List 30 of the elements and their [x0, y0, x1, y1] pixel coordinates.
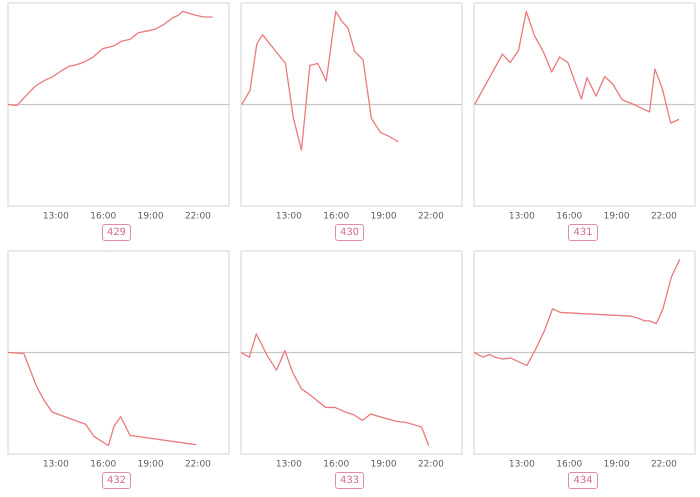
x-tick-label: 22:00: [418, 212, 444, 222]
text: 430: [334, 224, 364, 241]
x-tick-label: 13:00: [276, 212, 302, 222]
text: 434: [568, 472, 598, 489]
x-tick-label: 19:00: [604, 212, 630, 222]
x-tick-label: 13:00: [276, 460, 302, 470]
x-tick-label: 16:00: [556, 460, 582, 470]
x-tick-label: 19:00: [370, 212, 397, 222]
x-tick-label: 13:00: [42, 212, 70, 222]
text: 433: [334, 472, 364, 489]
x-tick-label: 16:00: [323, 460, 350, 470]
x-tick-label: 22:00: [184, 212, 212, 222]
x-tick-label: 16:00: [90, 460, 116, 470]
text: 431: [568, 224, 598, 241]
x-tick-label: 19:00: [370, 460, 397, 470]
x-tick-label: 22:00: [184, 460, 212, 470]
x-tick-label: 19:00: [138, 460, 164, 470]
x-tick-label: 22:00: [650, 460, 678, 470]
x-tick-label: 13:00: [42, 460, 70, 470]
x-tick-label: 13:00: [508, 212, 536, 222]
text: 432: [102, 472, 132, 489]
x-tick-label: 16:00: [556, 212, 582, 222]
x-tick-label: 13:00: [508, 460, 536, 470]
text: 429: [102, 224, 132, 241]
x-tick-label: 19:00: [604, 460, 630, 470]
x-tick-label: 16:00: [90, 212, 116, 222]
x-tick-label: 22:00: [650, 212, 678, 222]
x-tick-label: 16:00: [323, 212, 350, 222]
x-tick-label: 22:00: [418, 460, 444, 470]
x-tick-label: 19:00: [138, 212, 164, 222]
